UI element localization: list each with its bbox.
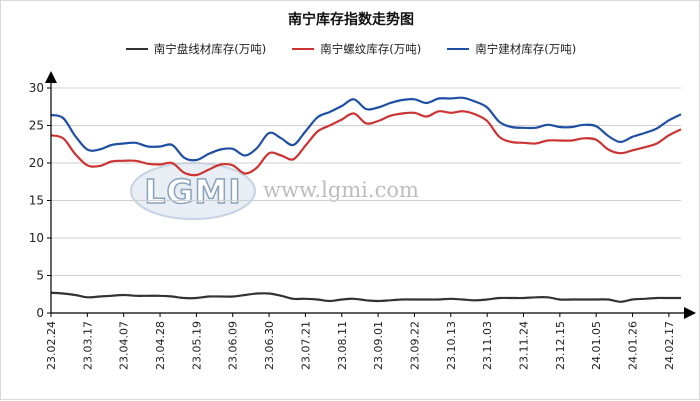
x-tick-label: 24.01.05 (590, 321, 603, 370)
legend-label-building-materials: 南宁建材库存(万吨) (475, 42, 577, 56)
x-tick-label: 23.09.01 (372, 321, 385, 370)
x-tick-label: 23.11.03 (481, 321, 494, 370)
x-tick-label: 24.02.17 (663, 321, 676, 370)
legend-item-rebar: 南宁螺纹库存(万吨) (292, 41, 421, 57)
watermark-url-text: www.lgmi.com (263, 178, 419, 202)
x-tick-label: 23.03.17 (81, 321, 94, 370)
y-axis-ticks: 0 5 10 15 20 25 30 (29, 81, 51, 320)
legend-label-wire-rod: 南宁盘线材库存(万吨) (153, 42, 267, 56)
series-layer (50, 96, 682, 303)
x-tick-label: 23.06.30 (263, 321, 276, 370)
y-gridlines (51, 87, 681, 276)
y-tick-label: 15 (29, 194, 44, 208)
legend-item-wire-rod: 南宁盘线材库存(万吨) (125, 41, 267, 57)
chart-title: 南宁库存指数走势图 (288, 12, 414, 28)
legend-swatch-building-materials (447, 48, 470, 50)
y-axis-arrow (45, 71, 57, 83)
x-tick-label: 23.04.07 (118, 321, 131, 370)
series-line-wire-rod (50, 291, 681, 303)
y-tick-label: 25 (29, 119, 44, 133)
legend-item-building-materials: 南宁建材库存(万吨) (447, 41, 576, 57)
y-tick-label: 30 (29, 81, 44, 95)
x-axis-ticks: 23.02.24 23.03.17 23.04.07 23.04.28 23.05.19… (45, 313, 676, 370)
y-tick-label: 5 (36, 269, 44, 283)
y-tick-label: 0 (36, 306, 44, 320)
x-tick-label: 23.10.13 (445, 321, 458, 370)
series-line-rebar (50, 110, 682, 177)
x-tick-label: 23.08.11 (336, 321, 349, 370)
watermark-logo-text: LGMI (144, 172, 241, 211)
legend-swatch-wire-rod (125, 48, 148, 50)
x-tick-label: 23.07.21 (299, 321, 312, 370)
x-tick-label: 23.12.15 (554, 321, 567, 370)
series-line-building-materials (50, 96, 682, 162)
y-tick-label: 20 (29, 156, 44, 170)
x-tick-label: 23.05.19 (190, 321, 203, 370)
watermark: LGMI www.lgmi.com (130, 162, 419, 220)
x-tick-label: 23.09.22 (408, 321, 421, 370)
x-tick-label: 23.02.24 (45, 321, 58, 370)
y-tick-label: 10 (29, 231, 44, 245)
x-tick-label: 23.06.09 (227, 321, 240, 370)
legend-label-rebar: 南宁螺纹库存(万吨) (320, 42, 422, 56)
legend-swatch-rebar (292, 48, 315, 50)
x-axis-arrow (684, 307, 696, 319)
x-tick-label: 23.04.28 (154, 321, 167, 370)
chart-legend: 南宁盘线材库存(万吨) 南宁螺纹库存(万吨) 南宁建材库存(万吨) (1, 41, 700, 57)
axes (45, 71, 696, 319)
x-tick-label: 23.11.24 (518, 321, 531, 370)
x-tick-label: 24.01.26 (627, 321, 640, 370)
